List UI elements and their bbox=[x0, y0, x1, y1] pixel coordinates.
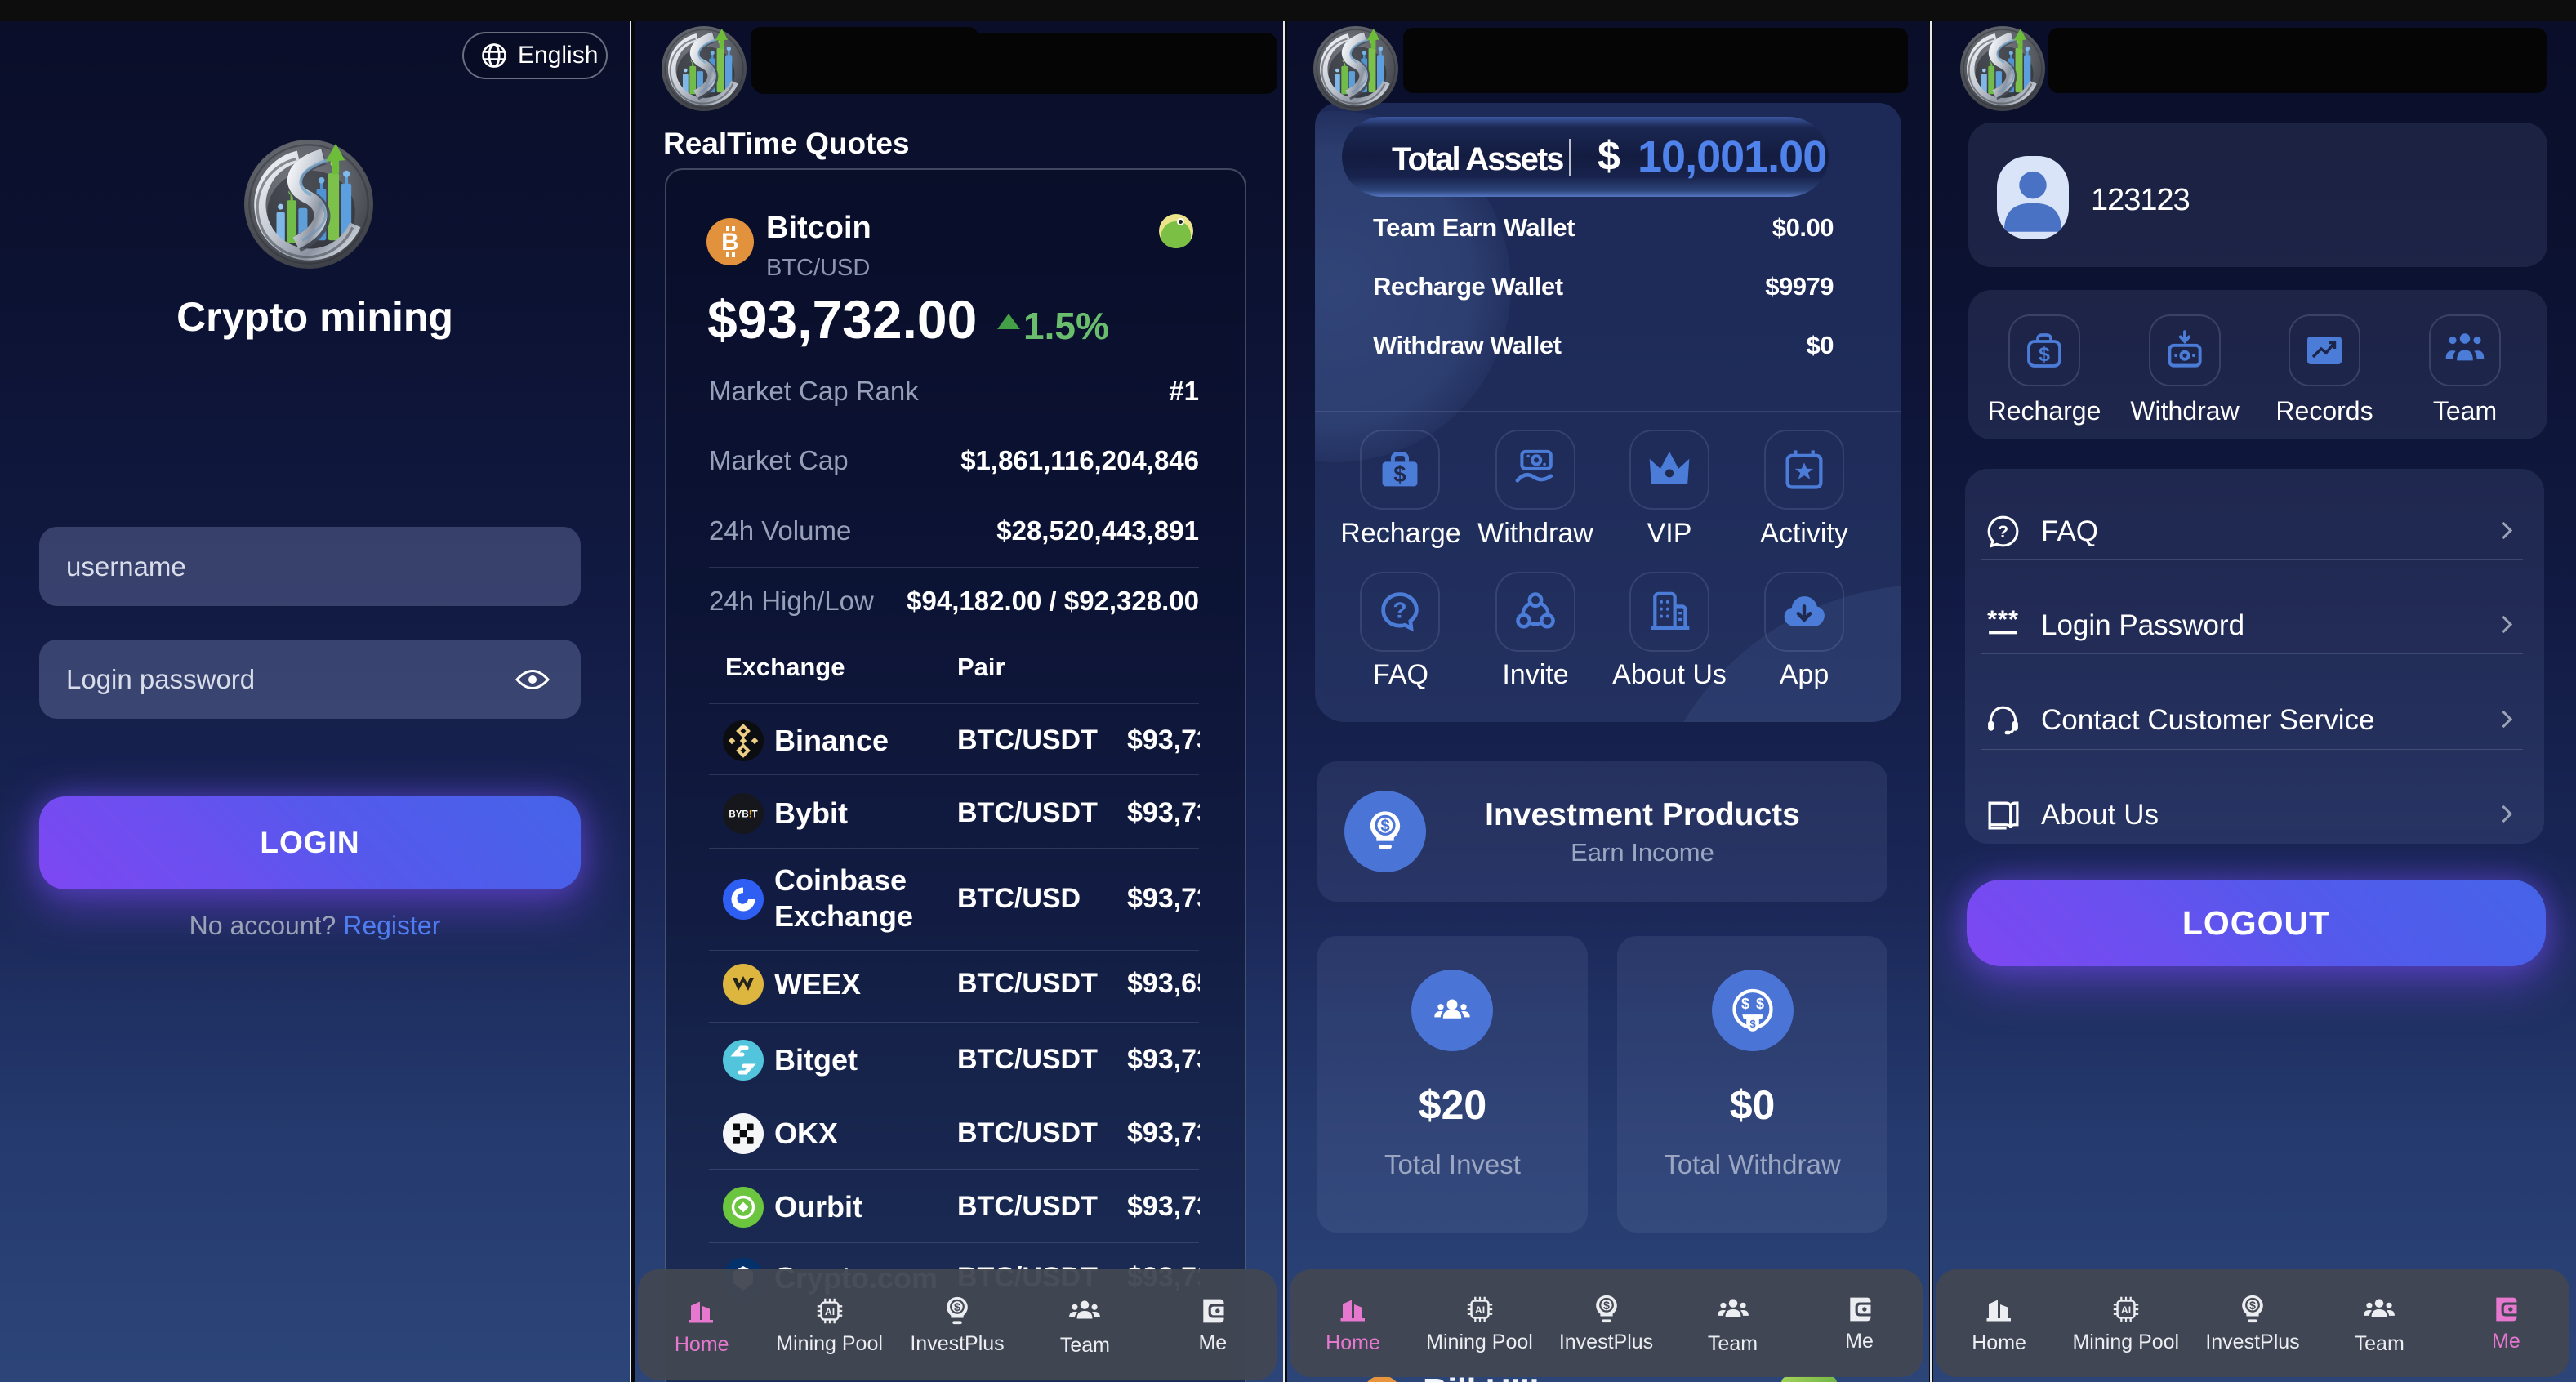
svg-text:B: B bbox=[721, 229, 739, 256]
svg-text:$: $ bbox=[1393, 461, 1406, 487]
svg-text:$: $ bbox=[1749, 1018, 1755, 1030]
svg-text:$: $ bbox=[1756, 996, 1764, 1012]
svg-text:$: $ bbox=[2039, 343, 2050, 366]
svg-text:$: $ bbox=[1380, 818, 1389, 836]
svg-text:?: ? bbox=[1393, 598, 1406, 623]
svg-text:?: ? bbox=[1998, 522, 2008, 542]
svg-text:***: *** bbox=[1987, 606, 2019, 634]
svg-text:BYB!T: BYB!T bbox=[729, 810, 757, 820]
svg-text:$: $ bbox=[1741, 996, 1749, 1012]
